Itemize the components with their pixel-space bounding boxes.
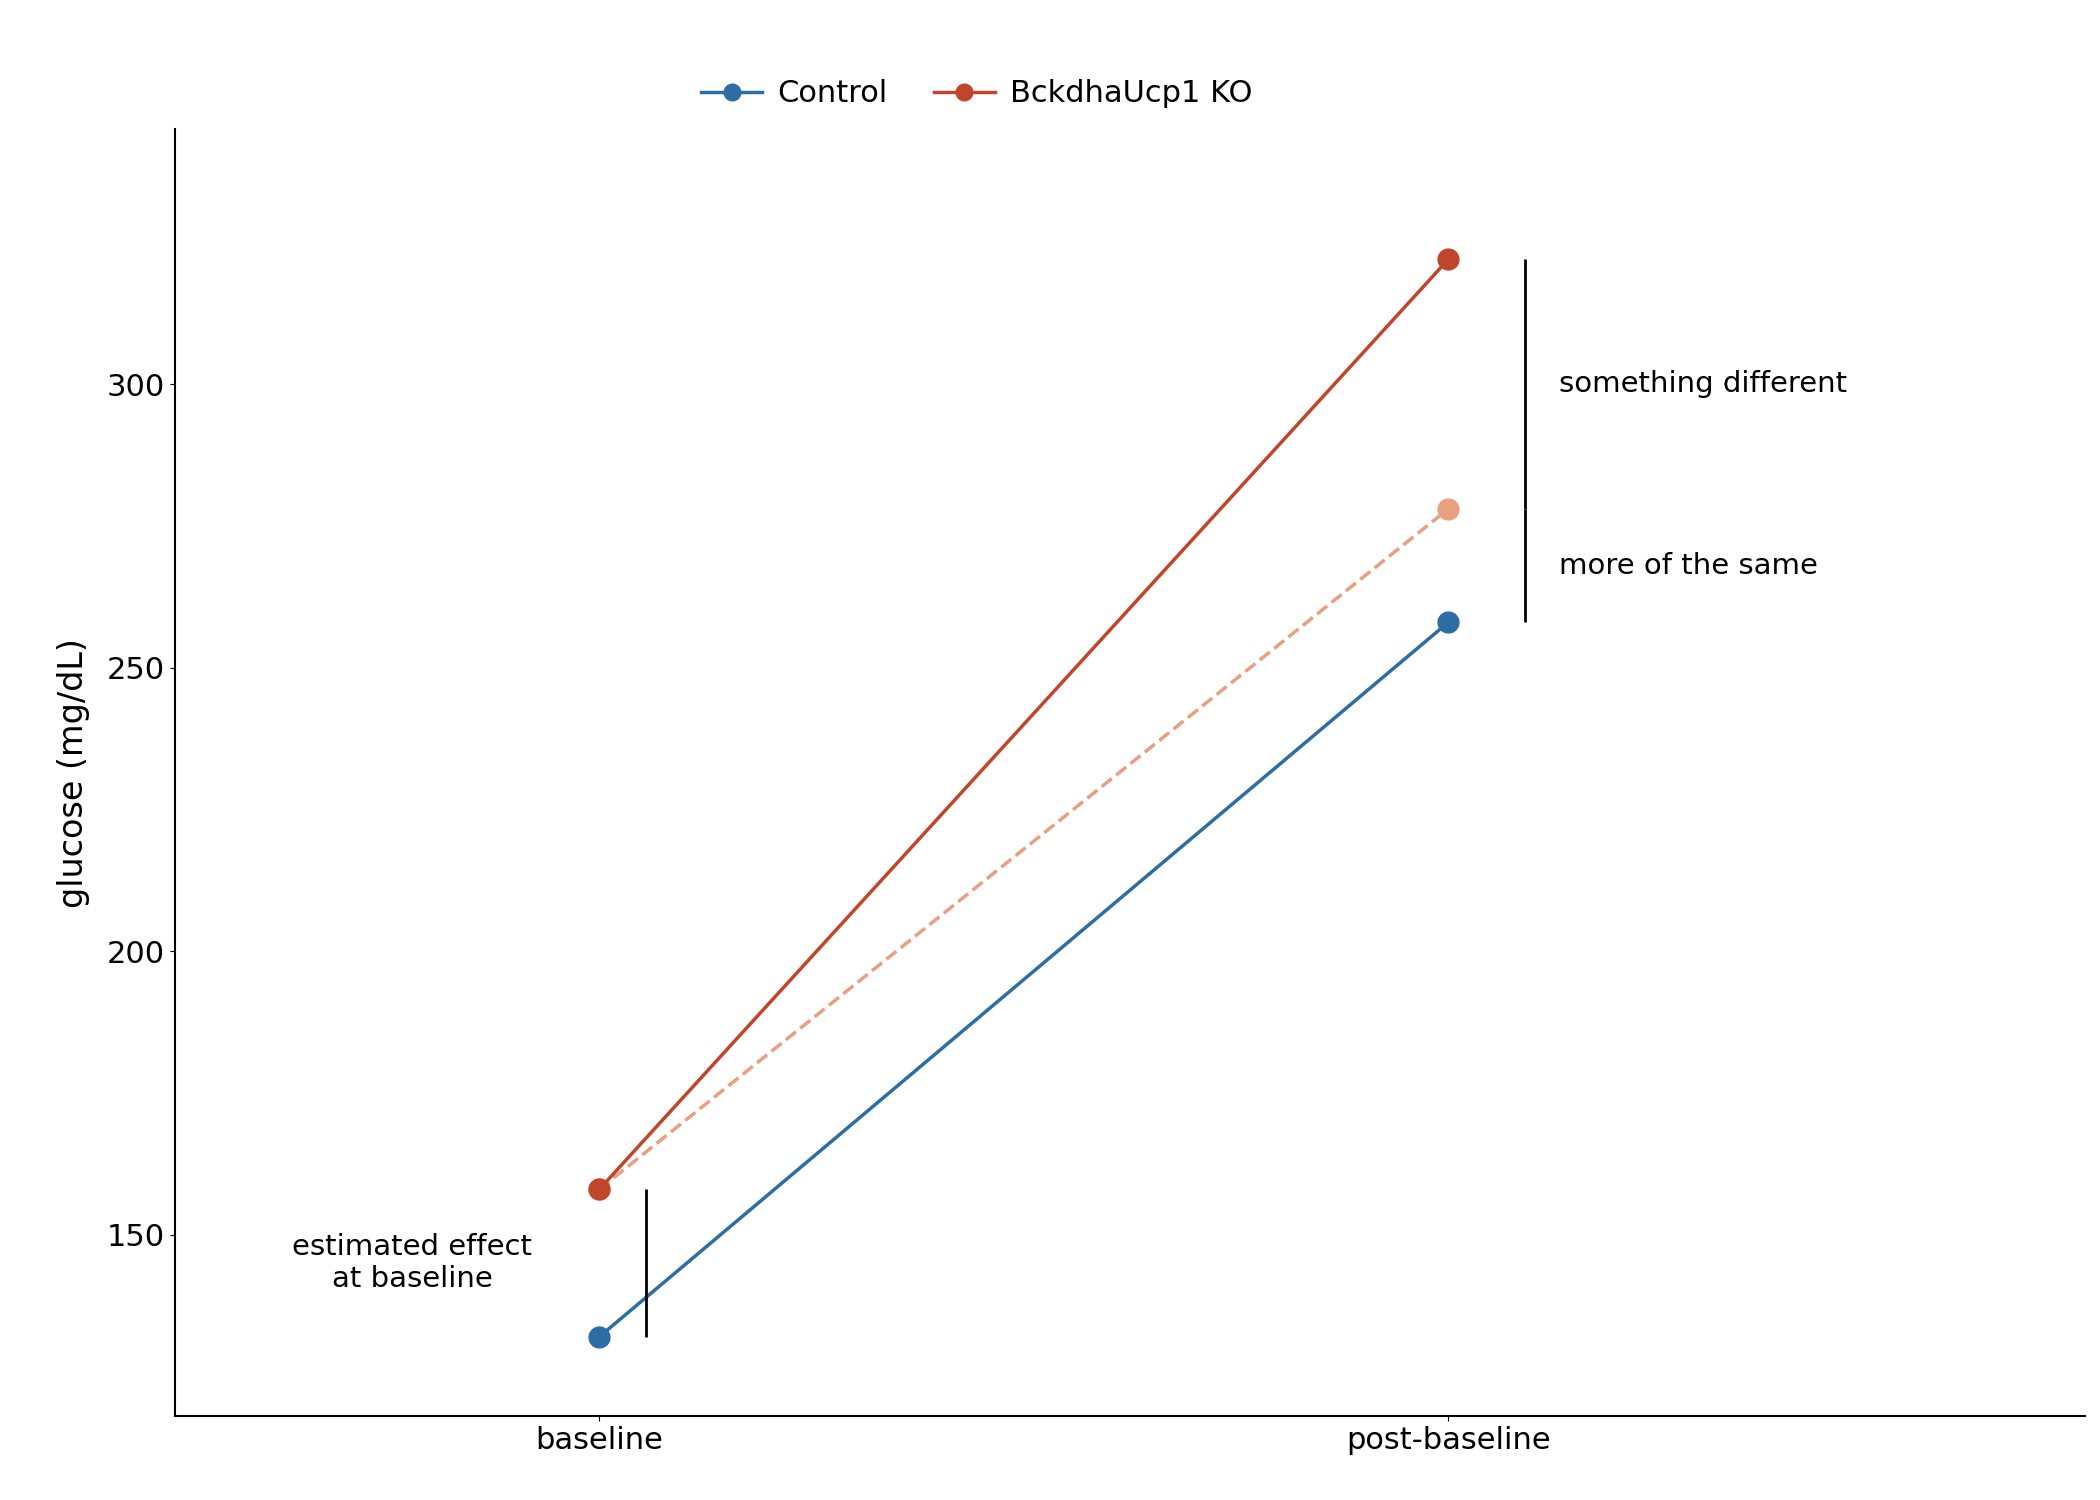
Text: something different: something different [1558, 370, 1846, 398]
Text: more of the same: more of the same [1558, 552, 1816, 579]
Text: estimated effect
at baseline: estimated effect at baseline [292, 1233, 533, 1293]
Legend: Control, BckdhaUcp1 KO: Control, BckdhaUcp1 KO [689, 68, 1264, 120]
Y-axis label: glucose (mg/dL): glucose (mg/dL) [57, 638, 90, 908]
